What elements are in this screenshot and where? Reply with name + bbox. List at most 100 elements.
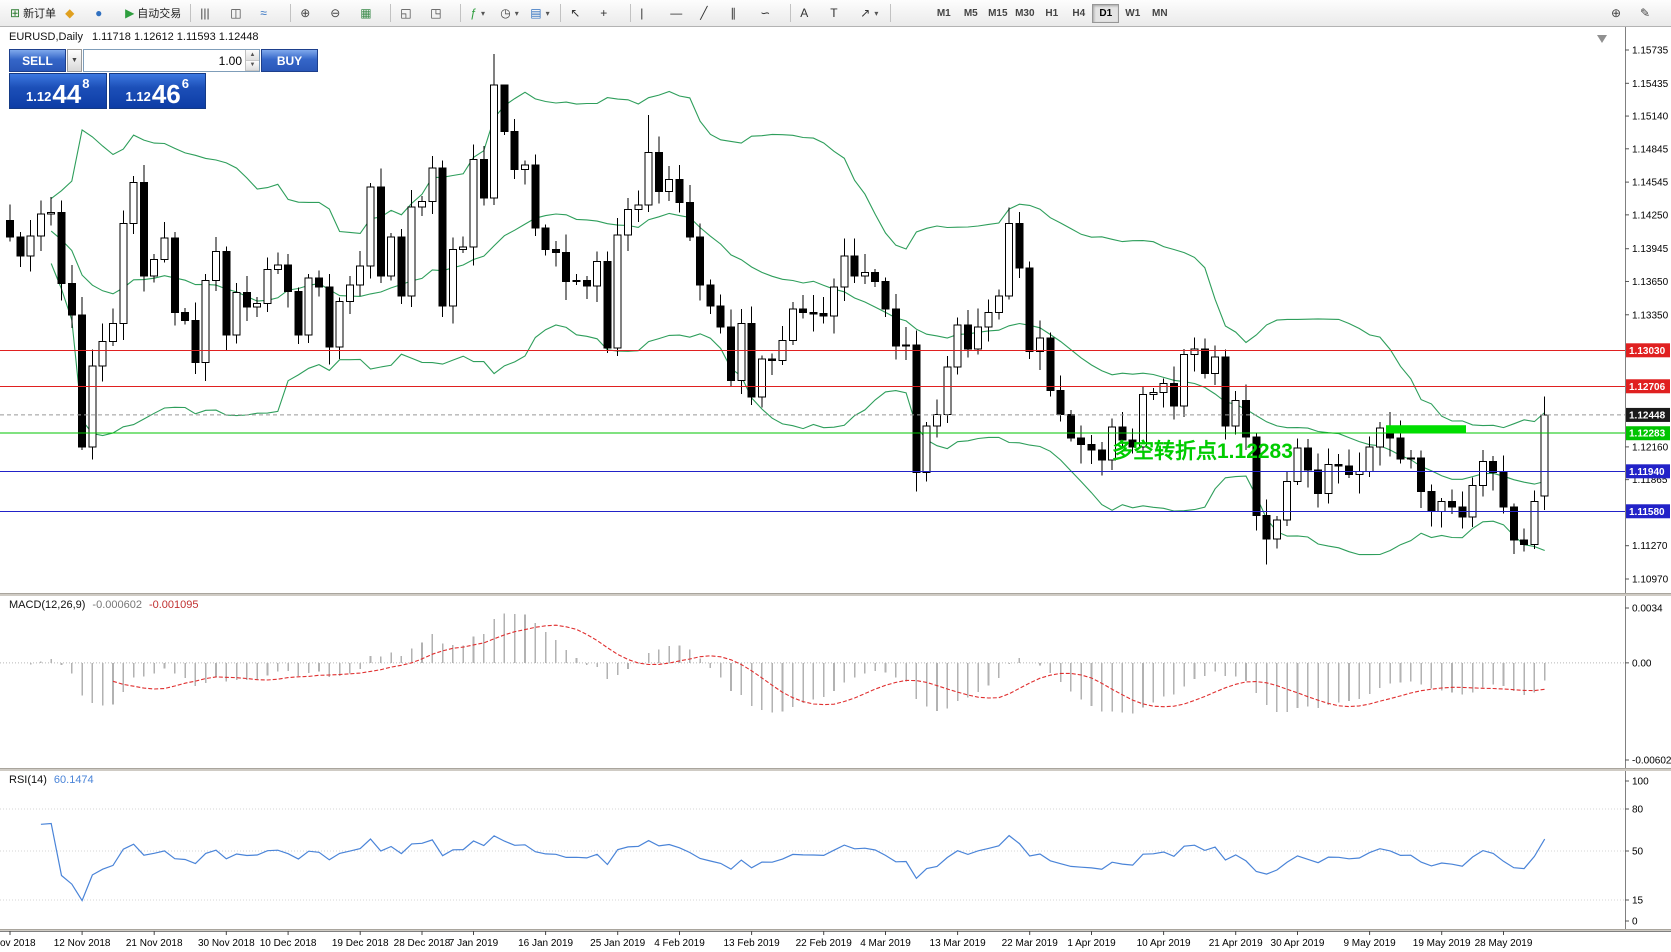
price-axis-background[interactable] bbox=[1625, 771, 1671, 929]
fibonacci-button[interactable]: ∽ bbox=[756, 2, 785, 25]
fibonacci-icon: ∽ bbox=[760, 6, 771, 20]
text-label-button[interactable]: T bbox=[826, 2, 855, 25]
axis-label: 1.13350 bbox=[1632, 310, 1669, 321]
bollinger-lower-band[interactable] bbox=[50, 263, 1545, 556]
autotrading-button[interactable]: ▶ 自动交易 bbox=[121, 2, 185, 25]
macd-indicator-label: MACD(12,26,9) -0.000602 -0.001095 bbox=[9, 599, 199, 611]
pane-splitter[interactable] bbox=[0, 929, 1671, 932]
tile-windows-button[interactable]: ◱ bbox=[396, 2, 425, 25]
indicators-button[interactable]: ƒ ▾ bbox=[466, 2, 495, 25]
timeframe-w1[interactable]: W1 bbox=[1125, 7, 1141, 19]
candle-body bbox=[459, 246, 468, 250]
axis-label: 100 bbox=[1632, 777, 1649, 788]
price-chart-pane[interactable]: 多空转折点1.12283 1.15735 1.15435 1.15140 1.14845… bbox=[0, 27, 1671, 593]
candle-body bbox=[562, 252, 571, 282]
trendline-button[interactable]: ╱ bbox=[696, 2, 725, 25]
arrows-button[interactable]: ↗ ▾ bbox=[856, 2, 885, 25]
bollinger-upper-band[interactable] bbox=[50, 90, 1546, 429]
time-tick-label: 13 Feb 2019 bbox=[724, 938, 781, 949]
pane-splitter[interactable] bbox=[0, 593, 1671, 596]
cursor-button[interactable]: ↖ bbox=[566, 2, 595, 25]
zoom-in-button[interactable]: ⊕ bbox=[296, 2, 325, 25]
candle-body bbox=[665, 178, 674, 193]
candlestick-chart-button[interactable]: ◫ bbox=[226, 2, 255, 25]
thick-trend-segment[interactable] bbox=[1386, 425, 1466, 434]
pane-splitter[interactable] bbox=[0, 768, 1671, 771]
metaquotes-button[interactable]: ◆ bbox=[61, 2, 90, 25]
zoom-out-icon: ⊖ bbox=[330, 6, 341, 20]
candle-body bbox=[1025, 267, 1034, 352]
timeframe-m15[interactable]: M15 bbox=[988, 7, 1008, 19]
macd-pane[interactable]: 0.0034 0.00 -0.00602 MACD(12,26,9) -0.0006… bbox=[0, 596, 1671, 768]
buy-button[interactable]: BUY bbox=[261, 49, 318, 72]
axis-label: -0.00602 bbox=[1632, 756, 1671, 767]
annotation-text[interactable]: 多空转折点1.12283 bbox=[1112, 439, 1293, 463]
lot-decrease-button[interactable]: ▼ bbox=[246, 60, 259, 71]
candle-body bbox=[1406, 457, 1415, 460]
templates-button[interactable]: ▤ ▾ bbox=[526, 2, 555, 25]
timeframe-h1[interactable]: H1 bbox=[1045, 7, 1059, 19]
candle-body bbox=[1520, 539, 1529, 546]
candles-layer bbox=[6, 53, 1549, 565]
zoom-out-button[interactable]: ⊖ bbox=[326, 2, 355, 25]
candle-body bbox=[47, 212, 56, 215]
search-zoom-button[interactable]: ⊕ bbox=[1607, 2, 1636, 25]
rsi-pane[interactable]: 100 80 50 15 0 RSI(14) 60.1474 bbox=[0, 771, 1671, 929]
timeframe-m30[interactable]: M30 bbox=[1015, 7, 1035, 19]
lot-size-input[interactable] bbox=[84, 50, 245, 71]
buy-price-display[interactable]: 1.12 46 6 bbox=[108, 73, 206, 109]
candle-body bbox=[510, 131, 519, 170]
candle-body bbox=[1437, 500, 1446, 512]
lot-dropdown-button[interactable]: ▼ bbox=[67, 49, 82, 72]
time-tick-label: 25 Jan 2019 bbox=[590, 938, 645, 949]
candle-body bbox=[624, 208, 632, 236]
periods-button[interactable]: ◷ ▾ bbox=[496, 2, 525, 25]
candle-body bbox=[428, 167, 437, 203]
indicators-icon: ƒ bbox=[470, 6, 477, 20]
time-tick-label: 19 May 2019 bbox=[1413, 938, 1471, 949]
text-button[interactable]: A bbox=[796, 2, 825, 25]
time-axis[interactable]: 1 Nov 2018 12 Nov 2018 21 Nov 2018 30 Nov 2… bbox=[0, 931, 1671, 952]
crosshair-button[interactable]: + bbox=[596, 2, 625, 25]
candle-body bbox=[551, 248, 560, 254]
candle-body bbox=[232, 292, 241, 336]
timeframe-m1[interactable]: M1 bbox=[936, 7, 951, 19]
horizontal-line-button[interactable]: — bbox=[666, 2, 695, 25]
sell-button[interactable]: SELL bbox=[9, 49, 66, 72]
candle-body bbox=[727, 326, 735, 381]
lot-increase-button[interactable]: ▲ bbox=[246, 50, 259, 61]
bar-chart-button[interactable]: ||| bbox=[196, 2, 225, 25]
candle-body bbox=[1036, 337, 1044, 352]
grid-button[interactable]: ▦ bbox=[356, 2, 385, 25]
zoom-in-icon: ⊕ bbox=[300, 6, 311, 20]
toolbar-separator bbox=[790, 4, 792, 22]
candle-body bbox=[438, 167, 447, 307]
bollinger-middle-band[interactable] bbox=[50, 212, 1545, 485]
candle-body bbox=[1345, 465, 1353, 476]
axis-label: 1.11270 bbox=[1632, 541, 1668, 552]
timeframe-h4[interactable]: H4 bbox=[1072, 7, 1086, 19]
price-axis-background[interactable] bbox=[1625, 27, 1671, 593]
new-order-button[interactable]: ⊞ 新订单 bbox=[6, 2, 60, 25]
candle-body bbox=[1468, 485, 1477, 518]
timeframe-m5[interactable]: M5 bbox=[963, 7, 978, 19]
candle-body bbox=[850, 255, 859, 277]
time-tick-label: 30 Nov 2018 bbox=[198, 938, 255, 949]
candle-body bbox=[1262, 515, 1271, 540]
timeframe-d1[interactable]: D1 bbox=[1092, 3, 1120, 23]
timeframe-mn[interactable]: MN bbox=[1152, 7, 1168, 19]
equidistant-channel-button[interactable]: ∥ bbox=[726, 2, 755, 25]
scroll-shift-marker[interactable] bbox=[1597, 35, 1607, 43]
candlestick-chart-canvas[interactable]: 多空转折点1.12283 1.15735 1.15435 1.15140 1.14845… bbox=[0, 27, 1671, 593]
candle-body bbox=[675, 178, 684, 204]
axis-label: 1.14250 bbox=[1632, 210, 1669, 221]
cascade-windows-button[interactable]: ◳ bbox=[426, 2, 455, 25]
sell-price-display[interactable]: 1.12 44 8 bbox=[9, 73, 107, 109]
edit-pencil-button[interactable]: ✎ bbox=[1636, 2, 1665, 25]
vertical-line-button[interactable]: | bbox=[636, 2, 665, 25]
candle-body bbox=[356, 265, 365, 286]
price-badge bbox=[1626, 426, 1670, 441]
community-button[interactable]: ● bbox=[91, 2, 120, 25]
price-axis-background[interactable] bbox=[1625, 596, 1671, 768]
line-chart-button[interactable]: ≈ bbox=[256, 2, 285, 25]
